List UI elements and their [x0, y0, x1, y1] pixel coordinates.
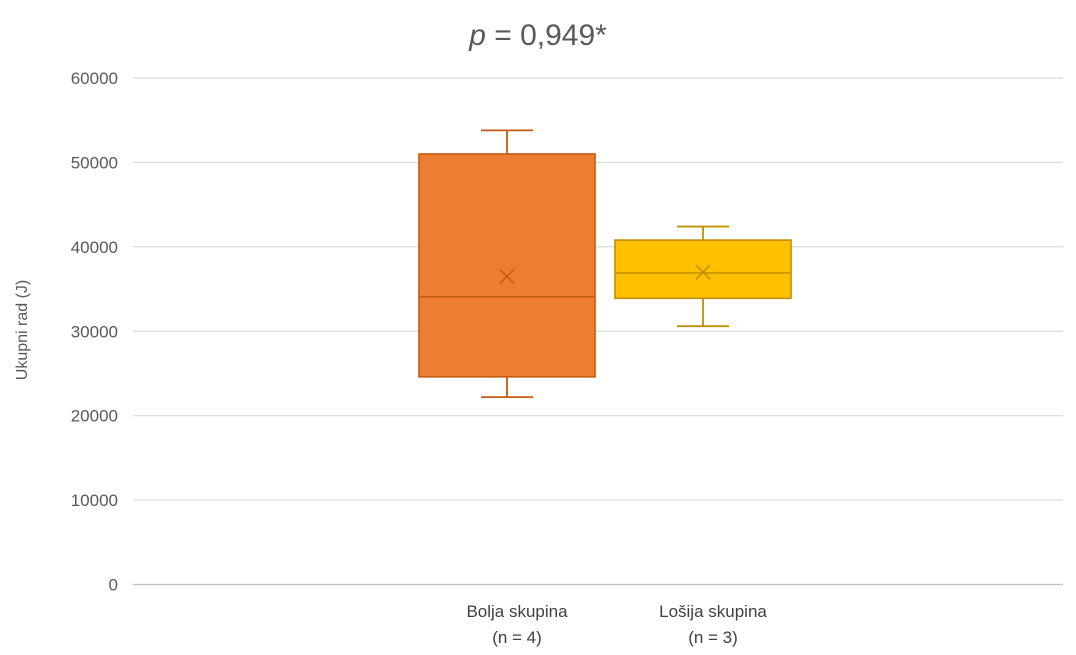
category-labels: Bolja skupina (n = 4) Lošija skupina (n = 3…: [466, 602, 767, 647]
box-iqr: [614, 239, 792, 300]
chart-title: p = 0,949*: [468, 19, 607, 52]
y-tick-label: 20000: [71, 407, 118, 426]
y-tick-label: 0: [109, 576, 118, 595]
boxes: [418, 129, 792, 398]
y-tick-label: 50000: [71, 153, 118, 172]
gridlines: [133, 77, 1063, 501]
category-label: Bolja skupina: [466, 602, 568, 621]
y-tick-label: 60000: [71, 69, 118, 88]
y-axis-label: Ukupni rad (J): [14, 280, 31, 380]
chart-title-value: = 0,949*: [486, 19, 607, 52]
category-sublabel: (n = 3): [688, 628, 738, 647]
box-group: [614, 225, 792, 328]
mean-marker: [499, 268, 515, 284]
chart-title-p: p: [468, 19, 486, 52]
y-tick-label: 10000: [71, 491, 118, 510]
y-tick-label: 40000: [71, 238, 118, 257]
y-axis-ticks: 0 10000 20000 30000 40000 50000 60000: [71, 69, 118, 595]
category-label: Lošija skupina: [659, 602, 767, 621]
box-group: [418, 129, 596, 398]
box-iqr: [418, 153, 596, 378]
y-tick-label: 30000: [71, 322, 118, 341]
category-sublabel: (n = 4): [492, 628, 542, 647]
mean-marker: [695, 264, 711, 280]
